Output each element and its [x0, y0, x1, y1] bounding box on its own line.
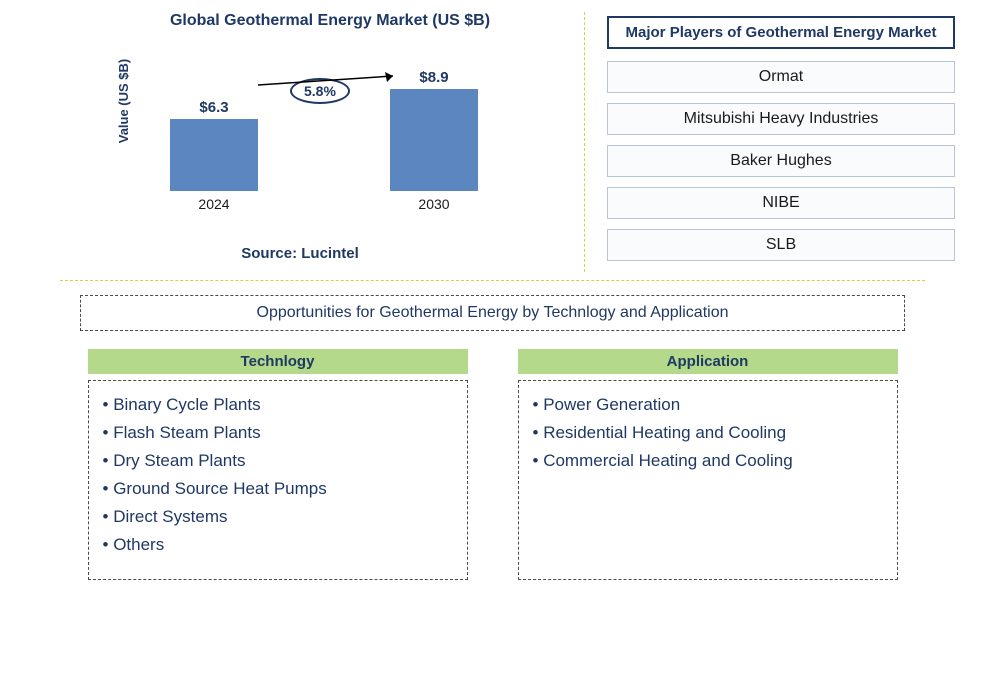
player-row: SLB — [607, 229, 955, 261]
bar-2030 — [390, 89, 478, 191]
list-item: Residential Heating and Cooling — [533, 419, 883, 447]
chart-area: $6.3 2024 $8.9 2030 5.8% — [150, 76, 520, 216]
player-row: NIBE — [607, 187, 955, 219]
player-row: Baker Hughes — [607, 145, 955, 177]
y-axis-label: Value (US $B) — [116, 46, 131, 156]
vertical-divider — [584, 12, 585, 272]
list-item: Dry Steam Plants — [103, 447, 453, 475]
list-item: Direct Systems — [103, 503, 453, 531]
application-column: Application Power Generation Residential… — [518, 349, 898, 580]
x-label-2024: 2024 — [170, 196, 258, 212]
opportunities-title: Opportunities for Geothermal Energy by T… — [80, 295, 905, 331]
players-title: Major Players of Geothermal Energy Marke… — [607, 16, 955, 49]
list-item: Ground Source Heat Pumps — [103, 475, 453, 503]
market-chart-section: Global Geothermal Energy Market (US $B) … — [20, 6, 580, 276]
list-item: Commercial Heating and Cooling — [533, 447, 883, 475]
bar-label-2024: $6.3 — [170, 99, 258, 116]
technology-column: Technlogy Binary Cycle Plants Flash Stea… — [88, 349, 468, 580]
chart-title: Global Geothermal Energy Market (US $B) — [80, 12, 580, 30]
x-label-2030: 2030 — [390, 196, 478, 212]
technology-header: Technlogy — [88, 349, 468, 374]
bar-2024 — [170, 119, 258, 191]
player-row: Ormat — [607, 61, 955, 93]
list-item: Flash Steam Plants — [103, 419, 453, 447]
player-row: Mitsubishi Heavy Industries — [607, 103, 955, 135]
opportunities-lists: Technlogy Binary Cycle Plants Flash Stea… — [20, 349, 965, 580]
application-header: Application — [518, 349, 898, 374]
horizontal-divider — [60, 280, 925, 281]
major-players-section: Major Players of Geothermal Energy Marke… — [589, 6, 965, 276]
list-item: Binary Cycle Plants — [103, 391, 453, 419]
list-item: Others — [103, 531, 453, 559]
application-list: Power Generation Residential Heating and… — [518, 380, 898, 580]
list-item: Power Generation — [533, 391, 883, 419]
technology-list: Binary Cycle Plants Flash Steam Plants D… — [88, 380, 468, 580]
growth-arrow-icon — [258, 70, 408, 90]
source-label: Source: Lucintel — [241, 245, 359, 262]
